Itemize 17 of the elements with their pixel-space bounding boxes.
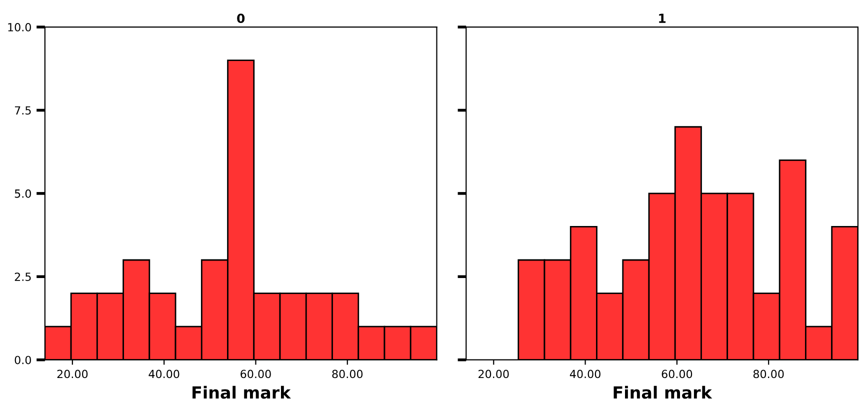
y-tick-label: 0.0: [14, 356, 31, 364]
x-tick-label: 80.00: [753, 370, 784, 378]
chart-title: 1: [659, 14, 666, 23]
y-tick-label: 10.0: [8, 23, 31, 32]
y-tick-label: 7.5: [14, 106, 31, 115]
x-tick-label: 40.00: [148, 370, 180, 378]
y-tick-label: 5.0: [14, 189, 31, 198]
x-axis-title: Final mark: [192, 386, 291, 399]
x-tick-label: 60.00: [240, 370, 271, 378]
chart-title: 0: [237, 14, 245, 24]
x-tick-label: 20.00: [478, 370, 509, 378]
x-tick-label: 80.00: [332, 370, 363, 378]
y-tick-label: 2.5: [14, 272, 31, 282]
x-tick-label: 40.00: [570, 370, 600, 378]
x-tick-label: 20.00: [57, 370, 88, 378]
x-axis-title: Final mark: [614, 386, 712, 399]
x-tick-label: 60.00: [662, 370, 692, 378]
